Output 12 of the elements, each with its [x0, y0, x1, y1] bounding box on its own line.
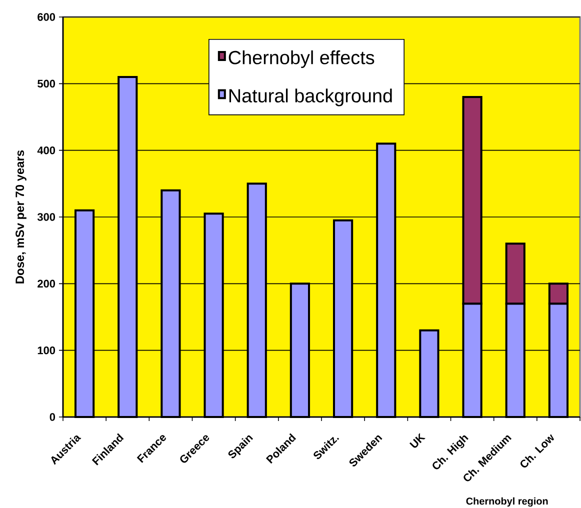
legend-label: Chernobyl effects [228, 50, 374, 68]
y-axis-title: Dose, mSv per 70 years [16, 150, 26, 284]
y-tick-label: 0 [50, 413, 56, 421]
y-tick-label: 400 [37, 146, 56, 154]
y-tick-label: 500 [38, 80, 56, 88]
y-tick-label: 600 [38, 13, 56, 21]
y-tick-label: 200 [38, 280, 56, 288]
x-axis-title: Chernobyl region [466, 497, 548, 507]
y-tick-label: 100 [38, 346, 56, 354]
x-tick-label: UK [409, 432, 426, 448]
legend-label: Natural background [229, 88, 392, 106]
y-tick-label: 300 [37, 213, 56, 221]
